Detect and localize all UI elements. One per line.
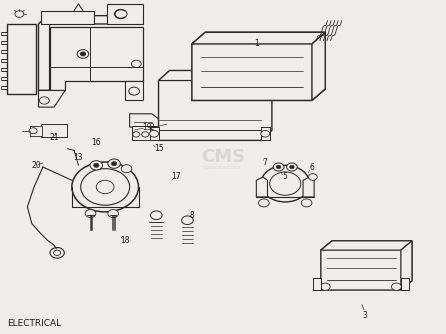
Bar <box>1 86 8 89</box>
Text: 16: 16 <box>91 138 101 147</box>
Bar <box>1 76 8 80</box>
Text: 18: 18 <box>120 236 130 245</box>
Circle shape <box>94 163 99 167</box>
Circle shape <box>150 130 158 137</box>
Polygon shape <box>125 80 143 101</box>
Text: 7: 7 <box>263 158 268 167</box>
Circle shape <box>270 172 301 195</box>
Polygon shape <box>321 241 412 290</box>
Text: 19: 19 <box>143 123 152 132</box>
Circle shape <box>29 128 37 134</box>
Circle shape <box>85 209 96 217</box>
Text: 20: 20 <box>32 161 41 170</box>
Circle shape <box>301 199 312 207</box>
Circle shape <box>277 165 281 169</box>
Text: CMS: CMS <box>201 148 245 166</box>
Bar <box>41 125 67 137</box>
Text: www.cmsnl.com: www.cmsnl.com <box>203 165 243 169</box>
Text: 1: 1 <box>254 39 259 48</box>
Text: 8: 8 <box>190 211 194 220</box>
Circle shape <box>80 52 86 56</box>
Bar <box>41 11 94 24</box>
Circle shape <box>129 87 140 95</box>
Text: 2: 2 <box>149 123 154 132</box>
Text: 21: 21 <box>50 133 59 142</box>
Circle shape <box>151 132 157 137</box>
Text: 17: 17 <box>172 172 181 181</box>
Circle shape <box>259 199 269 207</box>
Bar <box>1 67 8 71</box>
Polygon shape <box>303 177 314 197</box>
Bar <box>1 49 8 53</box>
Polygon shape <box>192 32 325 44</box>
Polygon shape <box>261 127 270 140</box>
Polygon shape <box>158 70 272 140</box>
Polygon shape <box>192 32 325 101</box>
Bar <box>1 58 8 62</box>
Bar <box>1 41 8 44</box>
Circle shape <box>290 165 294 169</box>
Polygon shape <box>401 279 409 290</box>
Circle shape <box>287 163 297 171</box>
Circle shape <box>90 161 103 170</box>
Circle shape <box>96 180 114 194</box>
Circle shape <box>133 132 140 137</box>
Polygon shape <box>38 16 143 91</box>
Circle shape <box>50 247 64 258</box>
Bar <box>8 24 36 94</box>
Polygon shape <box>401 241 412 290</box>
Text: 3: 3 <box>363 311 368 320</box>
Polygon shape <box>321 241 412 250</box>
Polygon shape <box>38 27 143 91</box>
Circle shape <box>320 283 330 290</box>
Circle shape <box>112 162 117 166</box>
Circle shape <box>72 162 139 212</box>
Bar <box>1 32 8 35</box>
Circle shape <box>261 130 270 137</box>
Text: ELECTRICAL: ELECTRICAL <box>8 319 62 328</box>
Circle shape <box>108 159 120 168</box>
Polygon shape <box>150 127 158 140</box>
Circle shape <box>151 211 162 219</box>
Bar <box>29 126 42 136</box>
Circle shape <box>77 49 89 58</box>
Circle shape <box>15 11 24 17</box>
Bar <box>132 127 156 140</box>
Polygon shape <box>130 114 158 127</box>
Polygon shape <box>312 32 325 101</box>
Polygon shape <box>158 70 272 80</box>
Circle shape <box>142 132 149 137</box>
Circle shape <box>81 169 130 205</box>
Text: 15: 15 <box>154 144 163 153</box>
Text: 6: 6 <box>310 163 314 171</box>
Circle shape <box>39 97 49 104</box>
Circle shape <box>261 165 310 202</box>
Polygon shape <box>313 279 321 290</box>
Circle shape <box>54 250 61 256</box>
Circle shape <box>273 163 284 171</box>
Polygon shape <box>107 4 143 24</box>
Circle shape <box>132 60 141 67</box>
Circle shape <box>115 9 127 19</box>
Circle shape <box>182 216 193 224</box>
Polygon shape <box>256 177 268 197</box>
Polygon shape <box>38 91 65 107</box>
Text: 5: 5 <box>283 172 288 181</box>
Circle shape <box>121 165 132 173</box>
Circle shape <box>108 209 119 217</box>
Circle shape <box>392 283 401 290</box>
Circle shape <box>308 174 317 180</box>
Text: 13: 13 <box>74 153 83 162</box>
